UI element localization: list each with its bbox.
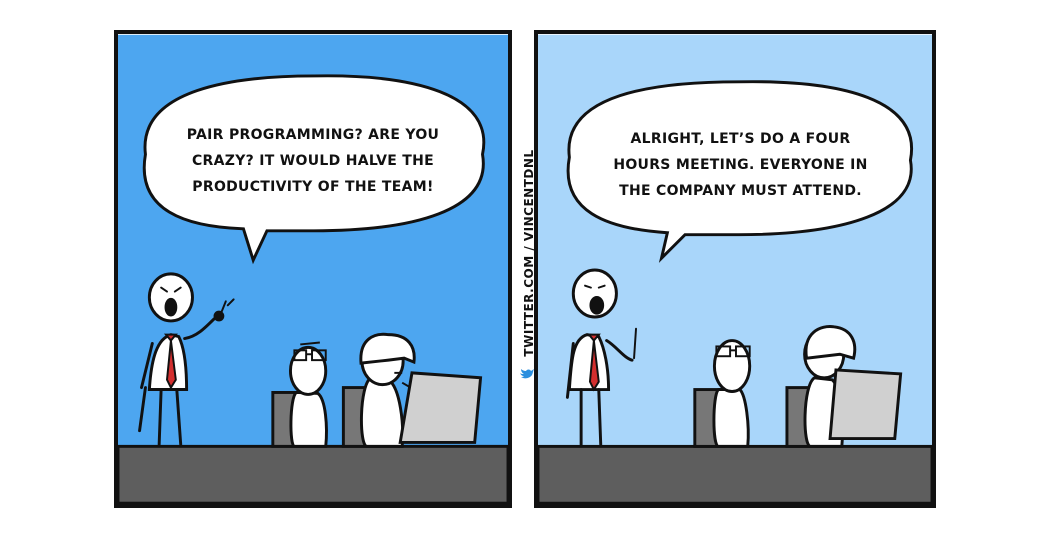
bird-icon [520, 369, 534, 379]
boss-character [565, 268, 637, 446]
developer-2 [341, 332, 483, 448]
speech-bubble-2 [566, 80, 914, 263]
speech-text-2: ALRIGHT, LET’S DO A FOUR HOURS MEETING. … [613, 131, 868, 199]
floor [118, 444, 508, 504]
speech-bubble-1 [142, 74, 486, 265]
speech-text-1: PAIR PROGRAMMING? ARE YOU CRAZY? IT WOUL… [186, 127, 440, 195]
floor [538, 444, 932, 504]
developer-1 [271, 341, 328, 448]
comic-panel-2: ALRIGHT, LET’S DO A FOUR HOURS MEETING. … [534, 30, 936, 508]
developer-1 [693, 339, 752, 448]
comic-panel-1: PAIR PROGRAMMING? ARE YOU CRAZY? IT WOUL… [114, 30, 512, 508]
panel-2-art [538, 34, 932, 504]
boss-character [138, 272, 235, 446]
developer-2 [785, 325, 903, 448]
panel-1-art [118, 34, 508, 504]
